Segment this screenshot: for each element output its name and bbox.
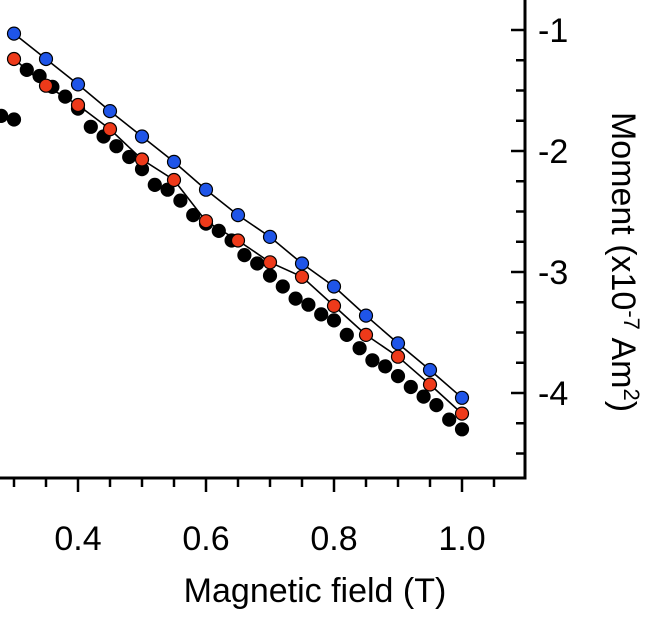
data-point-black	[122, 149, 137, 165]
x-tick-label: 1.0	[438, 520, 485, 558]
data-point-black	[186, 208, 201, 223]
data-point-black	[160, 182, 175, 197]
data-point-blue	[38, 51, 54, 67]
x-tick-label: 0.4	[54, 520, 101, 558]
data-point-black	[275, 279, 290, 294]
x-tick-label: 0.8	[310, 520, 357, 558]
y-axis-title-unit: Am	[604, 330, 642, 389]
data-point-blue	[134, 129, 150, 144]
data-point-black	[109, 139, 124, 154]
data-point-black	[262, 268, 278, 283]
y-axis-title-suffix: )	[604, 401, 642, 412]
data-point-red	[294, 269, 310, 284]
data-point-red	[262, 255, 278, 270]
data-point-blue	[294, 256, 310, 271]
data-point-black	[83, 119, 98, 134]
data-point-black	[211, 223, 226, 238]
data-point-red	[454, 406, 470, 421]
data-point-black	[288, 291, 303, 306]
data-point-black	[314, 307, 329, 322]
y-tick-label: -1	[538, 12, 568, 50]
data-point-blue	[390, 336, 406, 351]
data-point-blue	[262, 229, 278, 244]
data-point-black	[403, 379, 418, 395]
y-axis-title: Moment (x10-7 Am2)	[604, 112, 645, 412]
data-point-black	[339, 327, 354, 342]
data-point-black	[326, 313, 342, 328]
x-axis-title: Magnetic field (T)	[184, 572, 447, 610]
data-point-black	[442, 412, 457, 427]
data-point-black	[378, 359, 393, 374]
data-point-black	[237, 248, 252, 263]
data-point-blue	[326, 279, 342, 294]
data-point-red	[390, 349, 406, 364]
data-point-red	[6, 51, 22, 67]
data-point-red	[134, 152, 150, 167]
data-point-black	[301, 297, 316, 312]
data-point-black	[352, 341, 367, 356]
data-point-black	[19, 62, 34, 78]
data-point-blue	[166, 154, 182, 169]
data-point-red	[230, 233, 246, 248]
axis-labels: 0.4 0.6 0.8 1.0 -1 -2 -3 -4 Magnetic field (T) Mo…	[54, 12, 644, 610]
data-point-black	[416, 389, 431, 404]
data-point-blue	[102, 103, 118, 119]
data-point-black	[454, 422, 470, 437]
data-point-black	[250, 256, 265, 271]
data-point-red	[102, 122, 118, 137]
data-point-black	[0, 108, 9, 123]
y-tick-label: -4	[538, 375, 568, 413]
data-point-black	[58, 89, 73, 104]
y-tick-label: -2	[538, 133, 568, 171]
data-point-red	[358, 327, 374, 342]
data-point-blue	[230, 208, 246, 223]
data-point-black	[429, 398, 444, 413]
y-axis-title-exponent: -7	[620, 310, 645, 330]
data-point-red	[38, 78, 54, 93]
data-point-black	[147, 177, 162, 192]
data-point-black	[173, 193, 188, 208]
x-tick-label: 0.6	[182, 520, 229, 558]
data-point-black	[390, 369, 406, 384]
y-axis-title-unit-exponent: 2	[620, 388, 645, 400]
data-point-blue	[454, 390, 470, 405]
data-point-blue	[6, 26, 22, 41]
data-point-black	[32, 68, 47, 84]
data-point-black	[365, 353, 380, 368]
y-tick-label: -3	[538, 254, 568, 292]
data-point-blue	[358, 308, 374, 323]
data-point-red	[422, 377, 438, 392]
data-point-blue	[70, 77, 86, 92]
data-point-red	[326, 298, 342, 313]
data-point-blue	[422, 362, 438, 378]
axes	[0, 0, 527, 492]
data-point-red	[70, 97, 86, 113]
data-point-red	[166, 172, 182, 188]
plot-area	[0, 26, 470, 437]
y-axis-title-prefix: Moment (x10	[604, 112, 642, 310]
data-point-red	[198, 214, 214, 229]
data-point-blue	[198, 182, 214, 197]
data-point-black	[6, 112, 22, 127]
